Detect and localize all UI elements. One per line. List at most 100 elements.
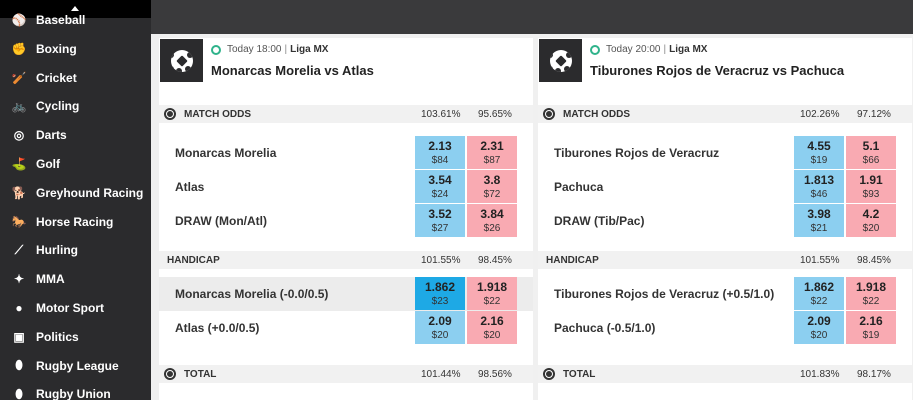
back-odds-button[interactable]: 2.09 $20	[794, 311, 844, 344]
back-overround: 101.44%	[421, 368, 461, 380]
lay-price: 2.16	[859, 314, 883, 328]
lay-odds-button[interactable]: 3.84 $26	[467, 204, 517, 237]
lay-price: 5.1	[862, 139, 880, 153]
back-size: $24	[431, 189, 449, 200]
market-section-header: TOTAL 101.44% 98.56%	[159, 365, 533, 383]
back-price: 3.52	[428, 207, 452, 221]
selection-row: Monarcas Morelia (-0.0/0.5) 1.862 $23 1.918…	[159, 277, 533, 311]
sidebar-item-boxing[interactable]: ✊ Boxing	[0, 35, 151, 63]
ballot-icon: ▣	[13, 329, 25, 344]
lay-odds-button[interactable]: 2.16 $19	[846, 311, 896, 344]
sidebar-item-cricket[interactable]: 🏏 Cricket	[0, 64, 151, 92]
sidebar-item-hurling[interactable]: ⟋ Hurling	[0, 236, 151, 264]
back-price: 1.862	[424, 280, 456, 294]
lay-price: 3.8	[483, 173, 501, 187]
lay-odds-button[interactable]: 2.16 $20	[467, 311, 517, 344]
league-name[interactable]: Liga MX	[290, 44, 329, 55]
sidebar-item-darts[interactable]: ◎ Darts	[0, 121, 151, 149]
sidebar-item-label: MMA	[36, 272, 65, 287]
back-size: $21	[810, 223, 828, 234]
selection-name: Pachuca (-0.5/1.0)	[554, 321, 656, 335]
in-play-icon	[164, 368, 176, 380]
lay-size: $93	[862, 189, 880, 200]
rugby-ball-icon: ⬮	[15, 358, 23, 373]
live-status-icon	[590, 44, 600, 55]
sidebar-item-rugby-league[interactable]: ⬮ Rugby League	[0, 352, 151, 380]
lay-odds-button[interactable]: 2.31 $87	[467, 136, 517, 169]
sidebar-item-mma[interactable]: ✦ MMA	[0, 265, 151, 293]
selection-name: Tiburones Rojos de Veracruz (+0.5/1.0)	[554, 287, 775, 301]
lay-odds-button[interactable]: 3.8 $72	[467, 170, 517, 203]
sidebar-item-label: Horse Racing	[36, 214, 114, 229]
back-size: $84	[431, 155, 449, 166]
event-meta: Today 18:00 | Liga MX	[211, 44, 328, 55]
sidebar-item-golf[interactable]: ⛳ Golf	[0, 150, 151, 178]
back-price: 1.862	[803, 280, 835, 294]
market-name: MATCH ODDS	[184, 108, 252, 120]
sidebar-item-label: Baseball	[36, 13, 86, 27]
market-header[interactable]: Today 20:00 | Liga MX Tiburones Rojos de Ve…	[538, 38, 912, 88]
lay-price: 2.16	[480, 314, 504, 328]
lay-size: $87	[483, 155, 501, 166]
selection-row: Tiburones Rojos de Veracruz 4.55 $19 5.1 $66	[538, 136, 912, 170]
sidebar-item-horse-racing[interactable]: 🐎 Horse Racing	[0, 208, 151, 236]
back-overround: 101.55%	[421, 254, 461, 266]
lay-odds-button[interactable]: 1.91 $93	[846, 170, 896, 203]
arrow-up-icon[interactable]	[71, 6, 79, 11]
market-header[interactable]: Today 18:00 | Liga MX Monarcas Morelia vs A…	[159, 38, 533, 88]
lay-price: 1.918	[855, 280, 887, 294]
back-price: 2.09	[807, 314, 831, 328]
lay-size: $26	[483, 223, 501, 234]
back-odds-button[interactable]: 3.98 $21	[794, 204, 844, 237]
lay-odds-button[interactable]: 5.1 $66	[846, 136, 896, 169]
baseball-icon: ⚾	[11, 13, 27, 27]
back-odds-button[interactable]: 3.52 $27	[415, 204, 465, 237]
back-overround: 103.61%	[421, 108, 461, 120]
cricket-icon: 🏏	[11, 70, 27, 85]
market-name: HANDICAP	[167, 254, 220, 266]
lay-price: 2.31	[480, 139, 504, 153]
sidebar-item-label: Greyhound Racing	[36, 185, 144, 200]
back-price: 3.98	[807, 207, 831, 221]
back-size: $27	[431, 223, 449, 234]
sidebar-item-label: Motor Sport	[36, 301, 104, 315]
selection-row: Atlas 3.54 $24 3.8 $72	[159, 170, 533, 204]
lay-overround: 95.65%	[478, 108, 512, 120]
back-odds-button[interactable]: 2.13 $84	[415, 136, 465, 169]
lay-overround: 98.17%	[857, 368, 891, 380]
league-name[interactable]: Liga MX	[669, 44, 708, 55]
in-play-icon	[164, 108, 176, 120]
event-title[interactable]: Monarcas Morelia vs Atlas	[211, 63, 374, 78]
selection-name: Tiburones Rojos de Veracruz	[554, 146, 720, 160]
market-section-header: HANDICAP 101.55% 98.45%	[159, 251, 533, 269]
sidebar-item-cycling[interactable]: 🚲 Cycling	[0, 92, 151, 120]
sidebar-item-label: Darts	[36, 128, 67, 143]
back-odds-button[interactable]: 1.813 $46	[794, 170, 844, 203]
back-size: $46	[810, 189, 828, 200]
back-odds-button[interactable]: 1.862 $23	[415, 277, 465, 310]
lay-size: $19	[862, 330, 880, 341]
back-odds-button[interactable]: 1.862 $22	[794, 277, 844, 310]
sidebar-scroll-up[interactable]	[0, 0, 151, 18]
sidebar-item-baseball[interactable]: ⚾ Baseball	[0, 6, 151, 34]
sidebar-item-greyhound-racing[interactable]: 🐕 Greyhound Racing	[0, 179, 151, 207]
lay-odds-button[interactable]: 1.918 $22	[846, 277, 896, 310]
back-overround: 102.26%	[800, 108, 840, 120]
lay-price: 1.918	[476, 280, 508, 294]
back-overround: 101.55%	[800, 254, 840, 266]
selection-name: Pachuca	[554, 180, 604, 194]
selection-row: Atlas (+0.0/0.5) 2.09 $20 2.16 $20	[159, 311, 533, 345]
back-odds-button[interactable]: 4.55 $19	[794, 136, 844, 169]
lay-overround: 98.45%	[857, 254, 891, 266]
selection-name: DRAW (Mon/Atl)	[175, 214, 267, 228]
sidebar-item-politics[interactable]: ▣ Politics	[0, 323, 151, 351]
back-price: 3.54	[428, 173, 452, 187]
sidebar-item-motor-sport[interactable]: ● Motor Sport	[0, 294, 151, 322]
event-title[interactable]: Tiburones Rojos de Veracruz vs Pachuca	[590, 63, 845, 78]
lay-odds-button[interactable]: 1.918 $22	[467, 277, 517, 310]
back-odds-button[interactable]: 2.09 $20	[415, 311, 465, 344]
lay-odds-button[interactable]: 4.2 $20	[846, 204, 896, 237]
back-odds-button[interactable]: 3.54 $24	[415, 170, 465, 203]
sidebar-item-label: Politics	[36, 329, 79, 344]
sidebar-item-rugby-union[interactable]: ⬮ Rugby Union	[0, 380, 151, 400]
